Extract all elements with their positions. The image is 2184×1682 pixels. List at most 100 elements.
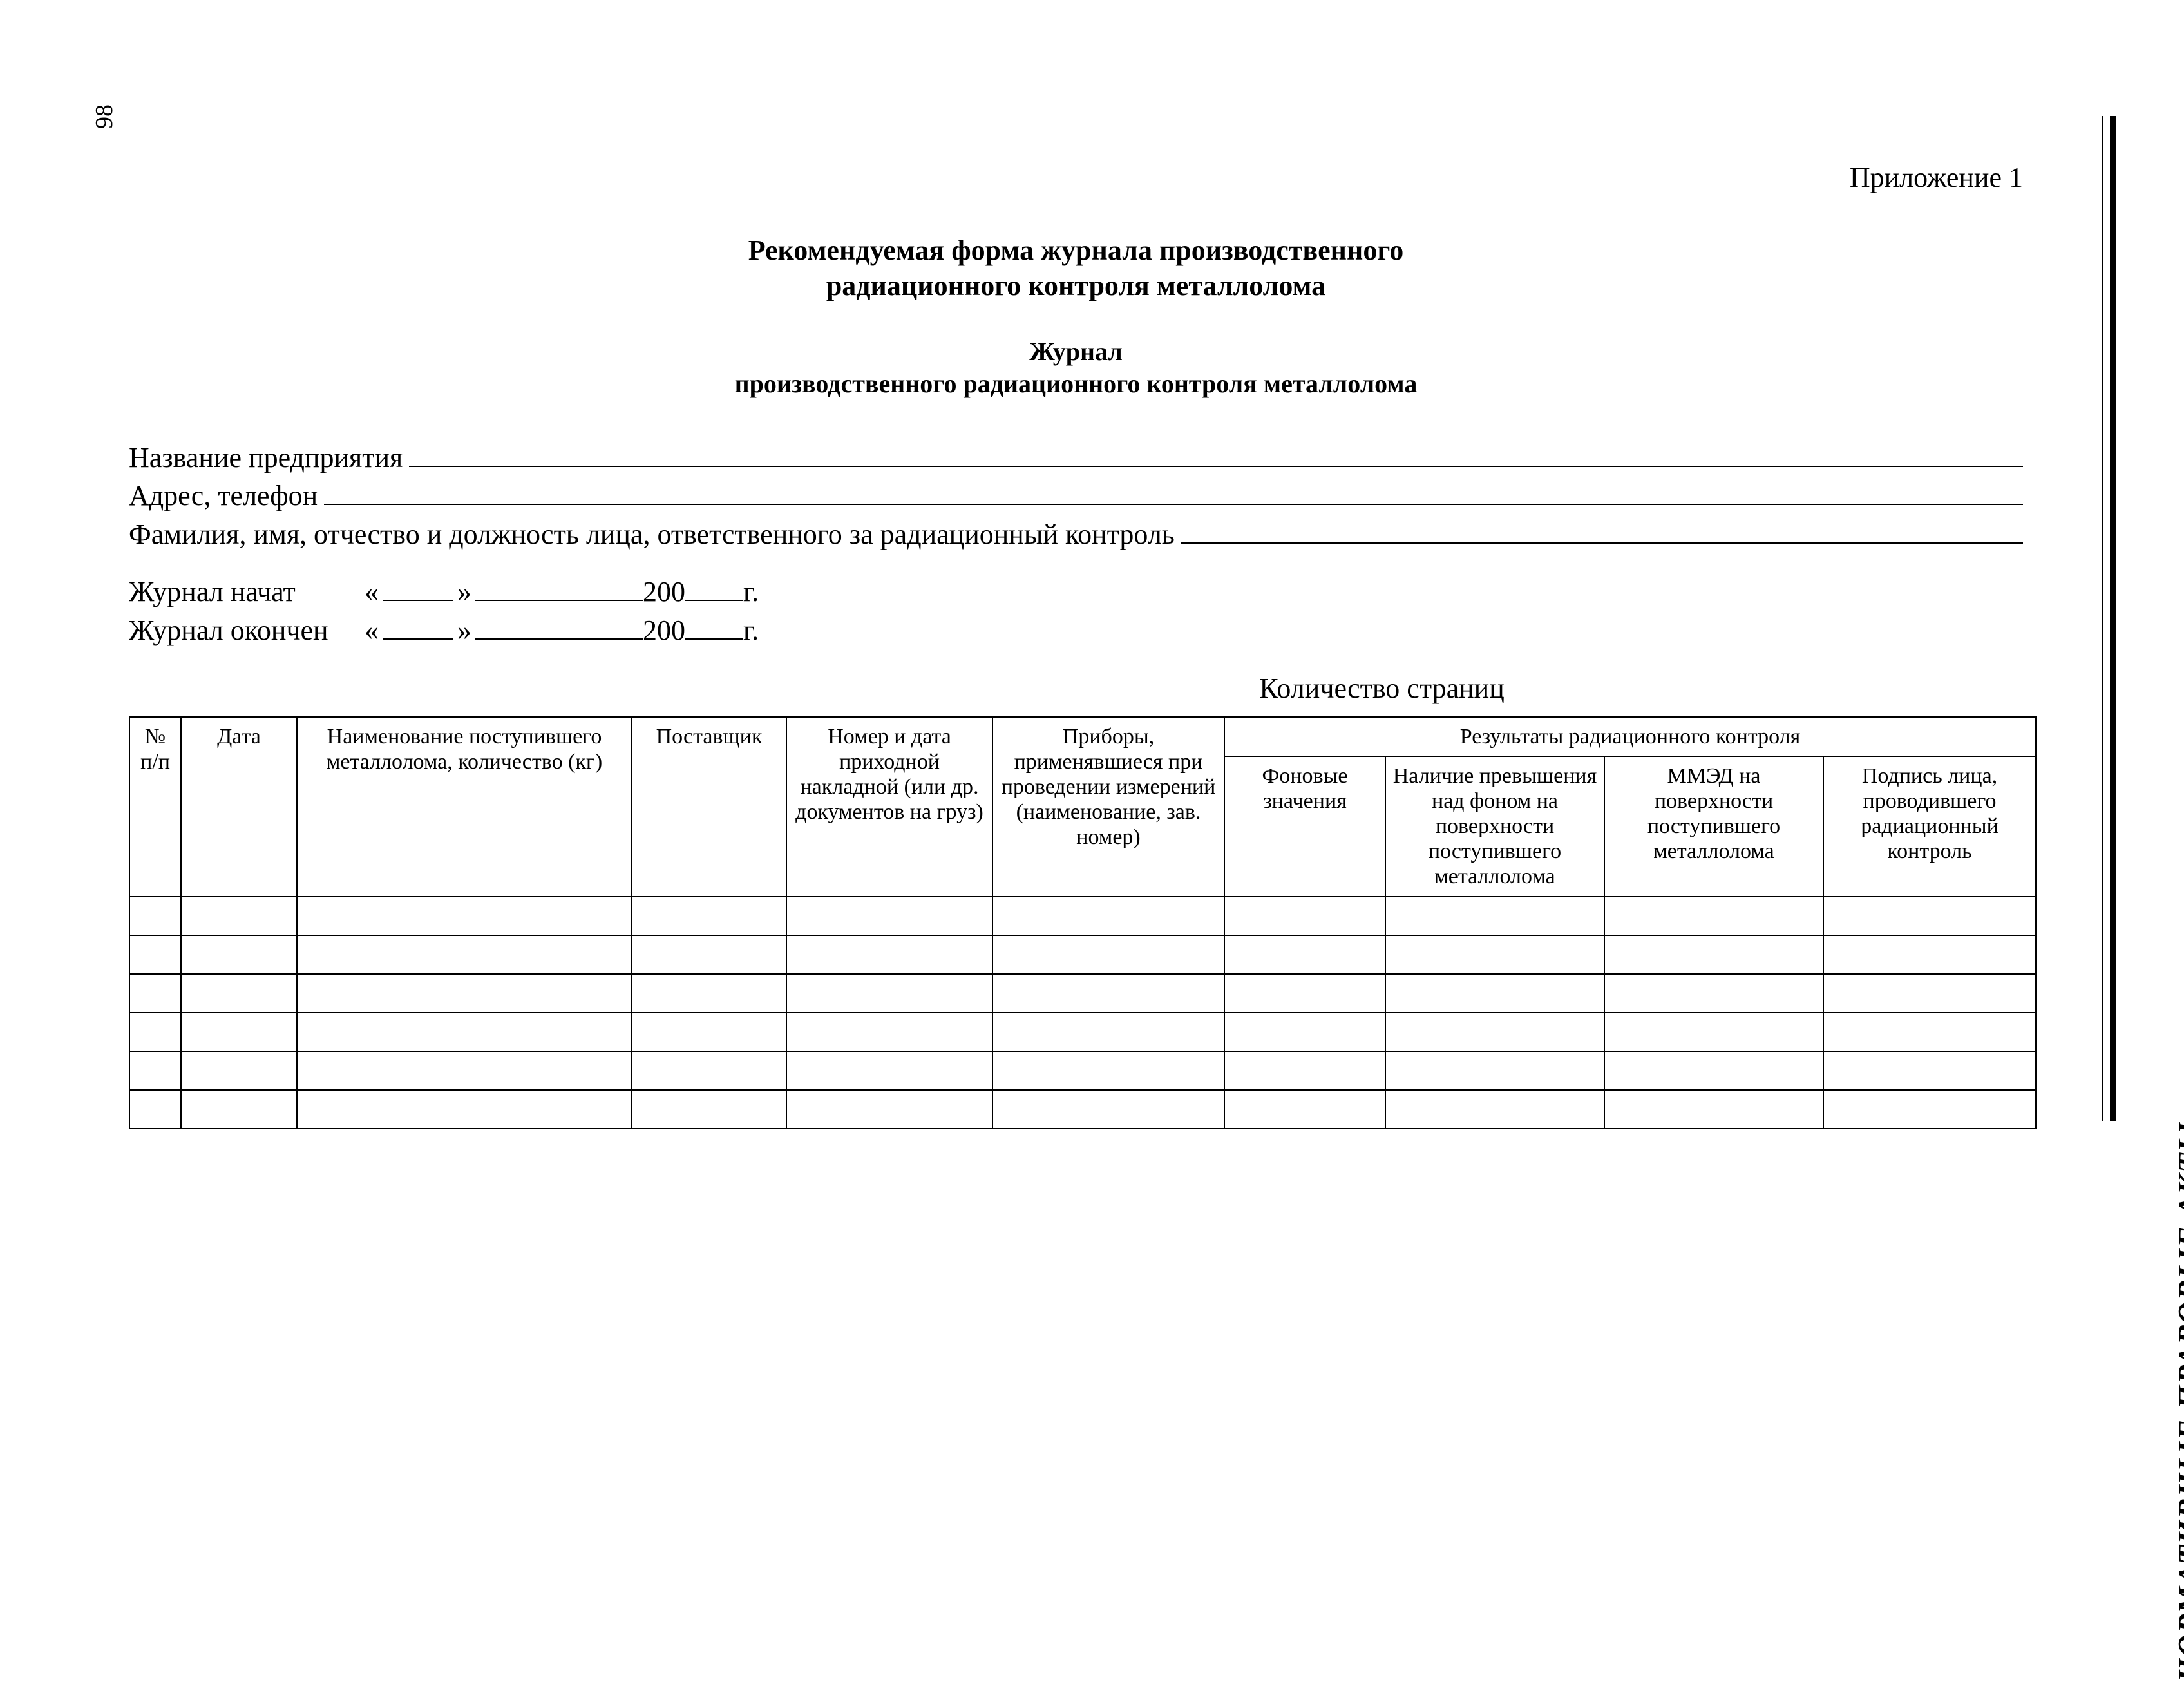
field-org-label: Название предприятия <box>129 439 403 477</box>
table-cell <box>129 897 181 935</box>
col-mmed: ММЭД на поверхности поступившего металло… <box>1604 756 1823 896</box>
table-cell <box>786 1051 992 1090</box>
table-cell <box>1224 1013 1385 1051</box>
table-cell <box>1823 974 2036 1013</box>
year-suffix: г. <box>743 573 759 611</box>
field-resp-label: Фамилия, имя, отчество и должность лица,… <box>129 515 1175 553</box>
table-cell <box>181 897 297 935</box>
date-started-row: Журнал начат « » 200 г. <box>129 573 2023 611</box>
table-cell <box>1604 1090 1823 1129</box>
table-cell <box>181 935 297 974</box>
table-cell <box>129 1090 181 1129</box>
date-month-line <box>475 614 643 640</box>
quote-open-icon: « <box>365 573 379 611</box>
field-addr-line <box>324 480 2023 506</box>
table-cell <box>632 1090 786 1129</box>
table-cell <box>129 1051 181 1090</box>
fields-block: Название предприятия Адрес, телефон Фами… <box>129 439 2023 553</box>
date-year-line <box>685 576 743 602</box>
table-cell <box>1385 897 1604 935</box>
title-block: Рекомендуемая форма журнала производстве… <box>129 233 2023 303</box>
table-cell <box>992 897 1224 935</box>
table-cell <box>181 1051 297 1090</box>
table-cell <box>632 1051 786 1090</box>
table-cell <box>786 935 992 974</box>
date-started-label: Журнал начат <box>129 573 361 611</box>
table-row <box>129 1013 2036 1051</box>
date-year-line <box>685 614 743 640</box>
table-cell <box>129 974 181 1013</box>
table-cell <box>129 935 181 974</box>
table-cell <box>1604 1013 1823 1051</box>
col-num: № п/п <box>129 717 181 897</box>
table-row <box>129 897 2036 935</box>
table-cell <box>297 897 632 935</box>
table-cell <box>1385 1090 1604 1129</box>
table-body <box>129 897 2036 1129</box>
table-row <box>129 974 2036 1013</box>
table-cell <box>297 1013 632 1051</box>
year-prefix: 200 <box>643 573 685 611</box>
table-cell <box>181 1090 297 1129</box>
table-cell <box>1823 1090 2036 1129</box>
table-cell <box>1224 935 1385 974</box>
col-name-qty: Наименование поступившего металлолома, к… <box>297 717 632 897</box>
table-cell <box>786 1090 992 1129</box>
table-cell <box>297 974 632 1013</box>
col-exceed: Наличие превышения над фоном на поверхно… <box>1385 756 1604 896</box>
table-cell <box>1385 1051 1604 1090</box>
col-date: Дата <box>181 717 297 897</box>
field-org: Название предприятия <box>129 439 2023 477</box>
table-cell <box>1385 935 1604 974</box>
journal-table: № п/п Дата Наименование поступившего мет… <box>129 716 2037 1129</box>
table-cell <box>181 974 297 1013</box>
table-cell <box>632 935 786 974</box>
table-cell <box>1604 897 1823 935</box>
table-cell <box>992 974 1224 1013</box>
quote-close-icon: » <box>457 573 471 611</box>
table-cell <box>1823 897 2036 935</box>
table-cell <box>181 1013 297 1051</box>
page-count-label: Количество страниц <box>741 672 2023 705</box>
year-prefix: 200 <box>643 611 685 649</box>
table-cell <box>1604 935 1823 974</box>
subtitle-line-1: Журнал <box>129 336 2023 368</box>
field-org-line <box>409 441 2023 467</box>
table-cell <box>1385 974 1604 1013</box>
table-cell <box>786 897 992 935</box>
field-resp-line <box>1181 518 2023 544</box>
table-head: № п/п Дата Наименование поступившего мет… <box>129 717 2036 897</box>
page: 98 НОРМАТИВНЫЕ ПРАВОВЫЕ АКТЫ Приложение … <box>0 0 2184 1554</box>
col-invoice: Номер и дата приходной накладной (или др… <box>786 717 992 897</box>
col-results-group: Результаты радиационного контроля <box>1224 717 2036 756</box>
title-line-2: радиационного контроля металлолома <box>129 268 2023 303</box>
table-cell <box>992 935 1224 974</box>
table-cell <box>1224 1090 1385 1129</box>
table-cell <box>632 897 786 935</box>
table-cell <box>1604 1051 1823 1090</box>
table-cell <box>786 1013 992 1051</box>
date-day-line <box>383 576 453 602</box>
subtitle-block: Журнал производственного радиационного к… <box>129 336 2023 400</box>
table-cell <box>632 974 786 1013</box>
table-row <box>129 1051 2036 1090</box>
table-cell <box>632 1013 786 1051</box>
table-row <box>129 935 2036 974</box>
table-cell <box>1823 1013 2036 1051</box>
side-rule-outer <box>2110 116 2116 1121</box>
title-line-1: Рекомендуемая форма журнала производстве… <box>129 233 2023 268</box>
table-cell <box>992 1051 1224 1090</box>
date-finished-label: Журнал окончен <box>129 611 361 649</box>
col-background: Фоновые значения <box>1224 756 1385 896</box>
field-addr-label: Адрес, телефон <box>129 477 318 515</box>
table-cell <box>1224 897 1385 935</box>
table-cell <box>1224 1051 1385 1090</box>
date-month-line <box>475 576 643 602</box>
dates-block: Журнал начат « » 200 г. Журнал окончен «… <box>129 573 2023 649</box>
field-resp: Фамилия, имя, отчество и должность лица,… <box>129 515 2023 553</box>
date-finished-row: Журнал окончен « » 200 г. <box>129 611 2023 649</box>
field-addr: Адрес, телефон <box>129 477 2023 515</box>
page-number: 98 <box>90 104 119 129</box>
table-cell <box>992 1013 1224 1051</box>
table-cell <box>297 1051 632 1090</box>
